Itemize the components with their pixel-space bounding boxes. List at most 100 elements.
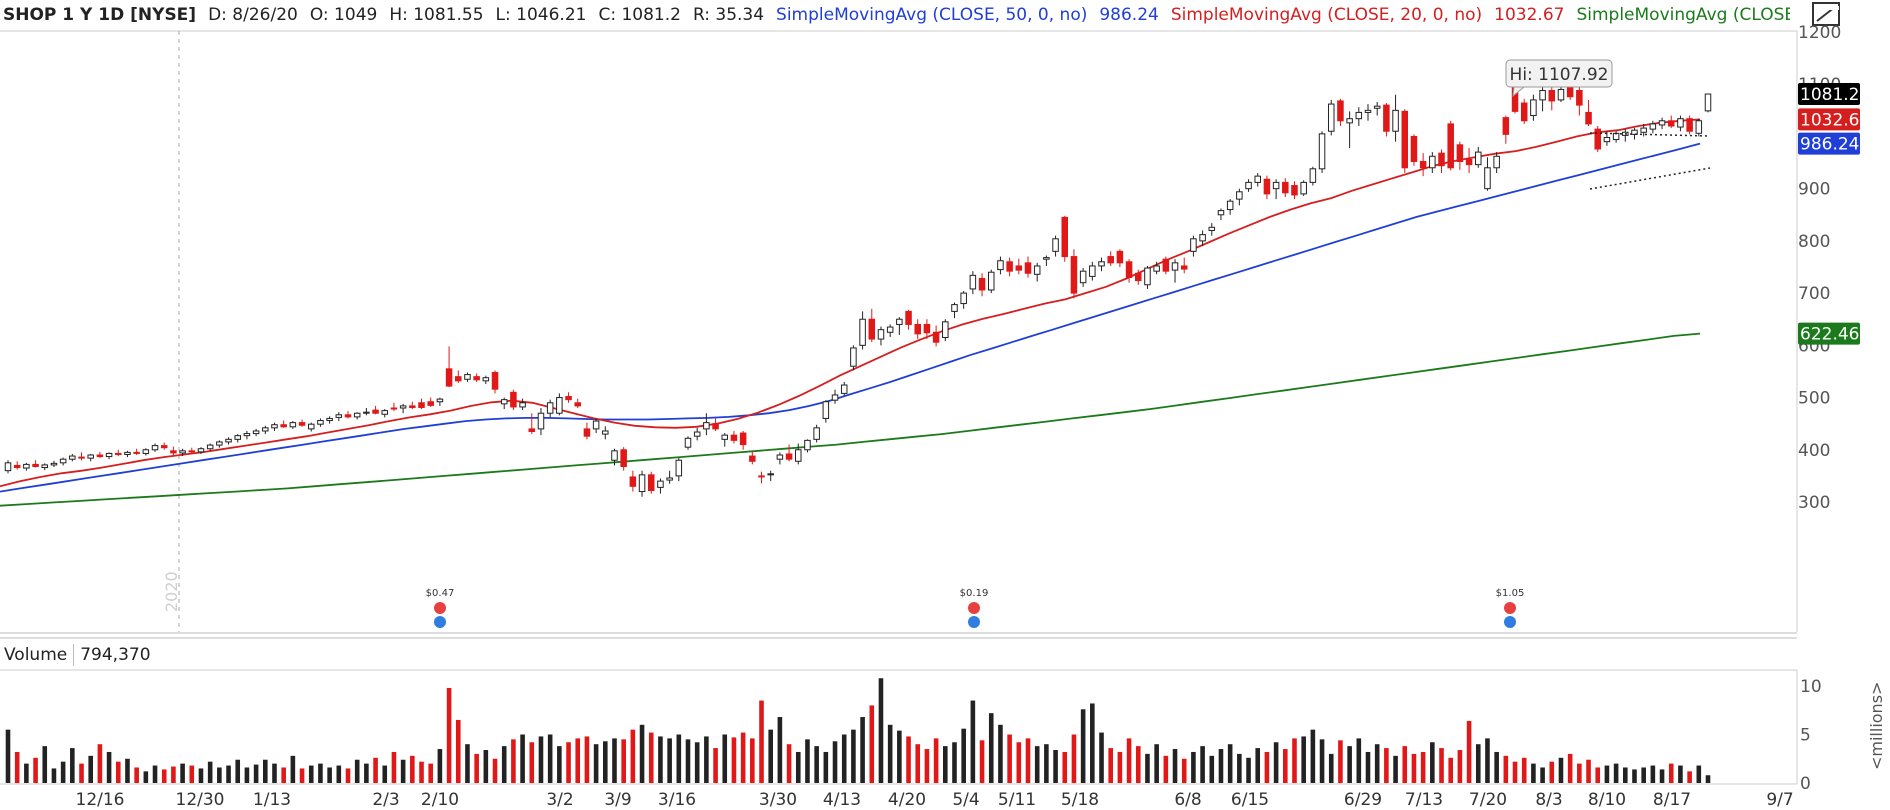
date-tick-label: 1/13 <box>253 790 291 810</box>
candle-up <box>307 423 315 430</box>
candle-down <box>923 323 931 334</box>
volume-bar <box>1264 751 1270 783</box>
ma200-label[interactable]: SimpleMovingAvg (CLOSE, 200, 0, no) <box>1576 5 1790 25</box>
volume-bar <box>1365 751 1371 783</box>
volume-bar <box>1209 755 1215 783</box>
candle-up <box>767 473 774 476</box>
volume-bar <box>1485 738 1490 783</box>
range-label: R: 35.34 <box>692 5 765 25</box>
volume-bar <box>979 740 985 783</box>
volume-bar <box>1475 744 1481 783</box>
symbol-label: SHOP 1 Y 1D [NYSE] <box>3 5 197 25</box>
earnings-icon[interactable] <box>1504 616 1516 628</box>
volume-bar <box>419 761 424 783</box>
price-tick-label: 300 <box>1798 493 1830 513</box>
date-tick-label: 8/3 <box>1535 790 1562 810</box>
candle-up <box>59 458 67 464</box>
candle-up <box>666 477 673 481</box>
candle-up <box>795 449 802 462</box>
dividend-icon[interactable] <box>434 602 446 614</box>
volume-bar <box>1623 767 1628 783</box>
candle-up <box>1190 238 1197 252</box>
volume-bar <box>1512 761 1518 783</box>
high-label: H: 1081.55 <box>389 5 484 25</box>
candle-down <box>749 455 756 462</box>
earnings-icon[interactable] <box>968 616 980 628</box>
date-tick-label: 2/3 <box>372 790 399 810</box>
volume-bars <box>5 678 1711 783</box>
candle-up <box>703 422 710 430</box>
volume-bar <box>33 757 38 783</box>
drawing-tool-icon[interactable] <box>1810 0 1842 30</box>
volume-bar <box>299 768 305 783</box>
volume-bar <box>1595 767 1601 783</box>
earnings-icon[interactable] <box>434 616 446 628</box>
candle-up <box>657 480 664 488</box>
ma50-label[interactable]: SimpleMovingAvg (CLOSE, 50, 0, no) <box>776 5 1088 25</box>
candle-down <box>1585 111 1592 125</box>
candle-up <box>840 384 848 394</box>
high-annotation-box <box>1505 59 1613 88</box>
date-tick-label: 3/2 <box>546 790 573 810</box>
close-label: C: 1081.2 <box>598 5 681 25</box>
candle-up <box>1226 200 1234 211</box>
candle-up <box>859 318 866 346</box>
candle-down <box>758 475 765 478</box>
volume-bar <box>1310 729 1316 783</box>
candle-up <box>1364 109 1372 113</box>
ma200-line <box>0 332 1701 507</box>
volume-title[interactable]: Volume <box>4 645 68 665</box>
candle-down <box>409 405 416 408</box>
dividend-icon[interactable] <box>1504 602 1516 614</box>
candle-up <box>105 452 113 458</box>
volume-bar <box>1466 720 1472 783</box>
candle-up <box>1236 191 1243 200</box>
volume-bar <box>1090 703 1095 783</box>
volume-bar <box>1531 763 1536 783</box>
year-label: 2020 <box>162 571 181 612</box>
volume-bar <box>483 750 489 783</box>
candle-up <box>381 410 389 415</box>
volume-bar <box>593 744 599 783</box>
candle-down <box>1667 120 1675 127</box>
candle-down <box>1401 110 1409 169</box>
candle-down <box>574 402 581 407</box>
volume-bar <box>851 729 856 783</box>
volume-bar <box>1273 742 1279 783</box>
date-tick-label: 12/16 <box>76 790 125 810</box>
candle-up <box>262 427 269 432</box>
volume-bar <box>1374 744 1380 783</box>
volume-bar <box>694 742 700 783</box>
volume-bar <box>1283 749 1288 783</box>
price-labels: 1081.2 1032.67 986.24 622.46 <box>1798 83 1870 345</box>
candle-down <box>372 409 379 414</box>
dividend-icon[interactable] <box>968 602 980 614</box>
triangle-pattern <box>1589 132 1711 190</box>
date-tick-label: 4/13 <box>823 790 861 810</box>
candle-up <box>41 464 49 469</box>
candle-up <box>326 417 333 422</box>
candle-down <box>978 277 986 291</box>
candle-down <box>1162 258 1170 272</box>
candle-down <box>1291 185 1298 196</box>
candle-up <box>289 422 297 428</box>
volume-bar <box>584 736 590 783</box>
volume-bar <box>529 742 535 783</box>
candle-up <box>1043 257 1050 260</box>
ma20-label[interactable]: SimpleMovingAvg (CLOSE, 20, 0, no) <box>1170 5 1483 25</box>
candle-down <box>739 432 747 446</box>
price-tick-label: 400 <box>1798 441 1830 461</box>
volume-bar <box>400 759 406 783</box>
volume-bar <box>1117 751 1123 783</box>
volume-bar <box>768 729 773 783</box>
candle-up <box>500 399 508 405</box>
volume-tick-label: 10 <box>1800 677 1822 697</box>
candle-down <box>1447 123 1454 169</box>
candle-up <box>1429 155 1436 169</box>
candle-up <box>537 412 545 430</box>
volume-bar <box>841 734 847 783</box>
candle-down <box>583 428 591 437</box>
volume-bar <box>189 765 195 783</box>
volume-bar <box>722 734 728 783</box>
volume-bar <box>281 767 286 783</box>
